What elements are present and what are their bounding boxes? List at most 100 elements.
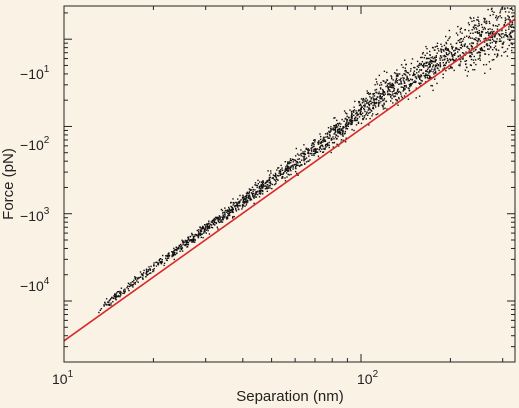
scatter-point	[155, 265, 158, 267]
scatter-point	[376, 96, 378, 98]
scatter-point	[320, 141, 322, 144]
scatter-point	[413, 74, 415, 76]
scatter-point	[224, 211, 226, 213]
scatter-point	[262, 190, 264, 193]
scatter-point	[352, 120, 354, 122]
scatter-point	[137, 278, 139, 280]
scatter-point	[290, 165, 293, 167]
scatter-point	[319, 133, 321, 135]
scatter-point	[236, 203, 238, 205]
scatter-point	[253, 195, 256, 197]
scatter-point	[224, 209, 227, 212]
scatter-point	[130, 284, 132, 286]
scatter-point	[334, 132, 336, 134]
scatter-point	[287, 167, 289, 169]
scatter-point	[492, 32, 494, 35]
scatter-point	[468, 35, 471, 38]
scatter-point	[292, 161, 294, 163]
scatter-point	[323, 140, 325, 142]
scatter-point	[380, 100, 382, 103]
scatter-point	[311, 147, 313, 149]
scatter-point	[355, 124, 358, 126]
scatter-point	[447, 39, 449, 41]
scatter-point	[237, 205, 239, 207]
scatter-point	[256, 190, 258, 193]
scatter-point	[266, 185, 268, 188]
scatter-point	[286, 169, 288, 172]
scatter-point	[296, 160, 298, 163]
scatter-point	[495, 25, 497, 27]
y-tick-label-4-base: 10	[28, 278, 44, 294]
scatter-point	[511, 43, 514, 46]
scatter-point	[285, 172, 288, 174]
scatter-point	[423, 66, 425, 68]
scatter-point	[413, 73, 415, 75]
scatter-point	[498, 34, 501, 37]
scatter-point	[249, 189, 251, 191]
scatter-point	[440, 43, 442, 45]
scatter-point	[297, 162, 299, 164]
scatter-point	[220, 208, 223, 211]
scatter-point	[343, 110, 346, 112]
scatter-point	[357, 114, 359, 116]
scatter-point	[379, 84, 381, 86]
scatter-point	[215, 217, 217, 219]
scatter-point	[381, 104, 383, 107]
scatter-point	[271, 183, 274, 186]
scatter-point	[119, 290, 121, 293]
scatter-point	[134, 281, 137, 284]
scatter-point	[181, 247, 184, 249]
scatter-point	[451, 45, 453, 48]
scatter-point	[343, 120, 345, 122]
scatter-point	[232, 208, 234, 210]
scatter-point	[228, 208, 230, 210]
scatter-point	[325, 133, 327, 135]
scatter-point	[266, 184, 269, 186]
scatter-point	[230, 201, 232, 204]
scatter-point	[360, 113, 363, 116]
scatter-point	[305, 157, 308, 159]
scatter-point	[119, 292, 121, 294]
scatter-point	[448, 37, 450, 40]
scatter-point	[277, 175, 280, 177]
scatter-point	[310, 149, 313, 151]
scatter-point	[469, 37, 472, 39]
scatter-point	[445, 62, 447, 65]
scatter-point	[158, 259, 160, 261]
scatter-point	[479, 35, 481, 37]
scatter-point	[391, 94, 393, 96]
scatter-point	[467, 70, 469, 73]
scatter-point	[363, 116, 365, 119]
scatter-point	[478, 22, 480, 25]
scatter-point	[342, 135, 344, 137]
scatter-point	[403, 85, 406, 87]
scatter-point	[199, 234, 202, 236]
scatter-point	[216, 226, 218, 228]
scatter-point	[344, 118, 346, 120]
scatter-point	[469, 64, 472, 66]
scatter-point	[429, 75, 431, 78]
scatter-point	[440, 48, 442, 50]
scatter-point	[494, 35, 496, 38]
scatter-point	[373, 101, 376, 103]
scatter-point	[247, 192, 250, 195]
y-tick-label-4-prefix: −	[20, 278, 28, 294]
scatter-point	[172, 253, 174, 255]
scatter-point	[361, 115, 364, 117]
scatter-point	[205, 229, 207, 231]
scatter-point	[186, 246, 188, 248]
scatter-point	[459, 31, 462, 33]
scatter-point	[344, 130, 347, 133]
scatter-point	[220, 219, 222, 221]
scatter-point	[422, 51, 424, 54]
scatter-point	[367, 102, 370, 104]
scatter-point	[445, 55, 447, 57]
scatter-point	[239, 205, 241, 207]
scatter-point	[426, 68, 429, 71]
scatter-point	[420, 56, 422, 59]
scatter-point	[436, 42, 439, 44]
scatter-point	[200, 230, 203, 232]
scatter-point	[431, 56, 434, 58]
scatter-point	[342, 129, 344, 132]
scatter-point	[489, 22, 491, 25]
